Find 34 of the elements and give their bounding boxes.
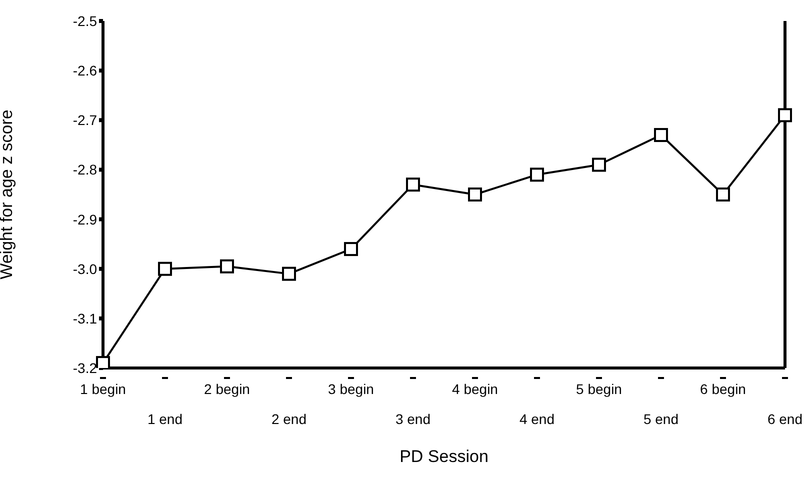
y-tick-label: -2.5 [72,12,98,29]
point [530,168,544,182]
x-tick-label: 2 begin [204,381,250,397]
y-tick-label: -2.9 [72,211,98,228]
point [158,262,172,276]
x-tick-label: 6 begin [700,381,746,397]
y-tick-label: -2.6 [72,62,98,79]
point [468,188,482,202]
x-tick-label: 4 begin [452,381,498,397]
point [716,188,730,202]
x-tick-label: 6 end [767,411,803,427]
y-axis-title: Weight for age z score [0,110,16,280]
x-tick-label: 3 begin [328,381,374,397]
point [220,259,234,274]
x-tick-label: 3 end [395,411,431,427]
point [344,242,358,256]
point [592,158,606,172]
y-tick-label: -3.2 [72,360,98,376]
point [282,266,296,281]
x-tick-label: 5 begin [576,381,622,397]
point [406,178,420,192]
y-tick-label: -2.7 [72,112,98,128]
y-tick-label: -3.0 [72,260,98,277]
x-tick-label: 2 end [271,411,307,427]
x-axis-title: PD Session [400,447,488,466]
point [96,356,110,368]
point [778,108,792,122]
x-tick-label: 1 end [147,411,183,427]
x-tick-label: 5 end [643,411,679,427]
x-tick-label: 4 end [519,411,555,427]
point [654,128,668,142]
y-tick-label: -3.1 [72,310,98,326]
y-tick-label: -2.8 [72,162,98,178]
x-tick-label: 1 begin [80,381,126,397]
